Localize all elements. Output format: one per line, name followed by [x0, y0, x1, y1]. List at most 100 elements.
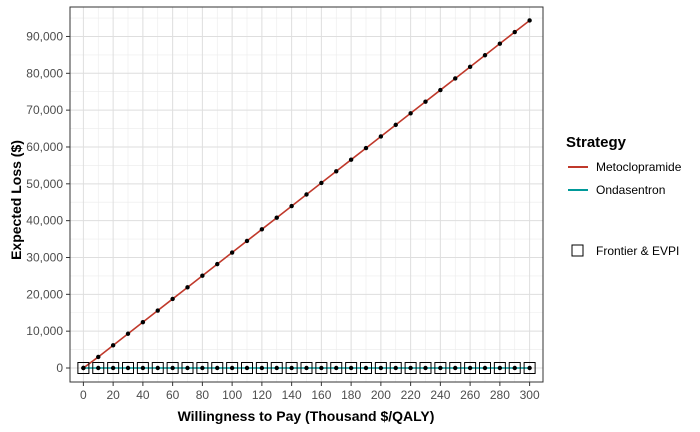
legend-label-ondasentron: Ondasentron	[596, 183, 665, 197]
data-point-ondasentron	[274, 365, 279, 371]
data-point-metoclopramide	[185, 285, 190, 290]
frontier-marker	[493, 362, 506, 375]
data-point-ondasentron	[81, 365, 86, 371]
data-point-metoclopramide	[334, 169, 339, 174]
x-tick-label: 140	[282, 388, 302, 402]
data-point-metoclopramide	[96, 354, 101, 360]
frontier-marker	[107, 362, 120, 375]
data-point-ondasentron	[110, 365, 116, 371]
y-tick-label: 60,000	[26, 140, 63, 154]
data-point-metoclopramide	[304, 192, 309, 197]
data-point-metoclopramide	[453, 76, 458, 81]
data-point-ondasentron	[378, 365, 384, 371]
x-tick-label: 200	[371, 388, 391, 402]
frontier-marker	[389, 362, 402, 375]
x-tick-label: 240	[430, 388, 450, 402]
data-point-metoclopramide	[512, 29, 517, 35]
y-tick-label: 50,000	[26, 177, 63, 191]
frontier-marker	[374, 362, 387, 375]
data-point-metoclopramide	[482, 53, 488, 58]
data-point-metoclopramide	[229, 250, 235, 255]
data-point-ondasentron	[348, 365, 354, 371]
y-axis: 0 10,000 20,000 30,000 40,000 50,000 60,000 70,…	[26, 29, 70, 375]
data-points	[81, 18, 532, 371]
data-point-ondasentron	[155, 365, 160, 371]
data-point-ondasentron	[482, 365, 488, 371]
data-point-ondasentron	[438, 365, 443, 371]
frontier-marker	[478, 362, 491, 375]
frontier-marker	[226, 362, 239, 375]
frontier-marker	[151, 362, 164, 375]
frontier-marker	[434, 362, 447, 375]
frontier-marker	[136, 362, 149, 375]
data-point-ondasentron	[453, 365, 458, 371]
x-tick-label: 0	[80, 388, 87, 402]
x-tick-label: 300	[520, 388, 540, 402]
frontier-marker	[315, 362, 328, 375]
frontier-marker	[464, 362, 477, 375]
x-tick-label: 220	[401, 388, 421, 402]
data-point-ondasentron	[229, 365, 235, 371]
y-tick-label: 20,000	[26, 287, 63, 301]
y-tick-label: 90,000	[26, 29, 63, 43]
frontier-marker	[211, 362, 224, 375]
frontier-marker	[523, 362, 536, 375]
data-point-ondasentron	[244, 365, 250, 371]
data-point-metoclopramide	[423, 99, 428, 104]
data-point-metoclopramide	[527, 18, 532, 23]
data-point-metoclopramide	[215, 261, 220, 267]
data-point-ondasentron	[259, 365, 265, 371]
x-tick-label: 260	[460, 388, 480, 402]
x-axis-title: Willingness to Pay (Thousand $/QALY)	[178, 408, 435, 424]
y-tick-label: 40,000	[26, 214, 63, 228]
data-point-metoclopramide	[393, 122, 398, 128]
data-point-ondasentron	[289, 365, 294, 371]
data-point-metoclopramide	[200, 273, 205, 278]
panel-border	[69, 6, 544, 383]
x-tick-label: 80	[196, 388, 210, 402]
data-point-metoclopramide	[378, 134, 384, 139]
data-point-ondasentron	[423, 365, 428, 371]
legend-label-metoclopramide: Metoclopramide	[596, 160, 682, 174]
legend-label-frontier: Frontier & EVPI	[596, 244, 679, 258]
frontier-marker	[255, 362, 268, 375]
data-point-metoclopramide	[319, 180, 324, 186]
y-tick-label: 70,000	[26, 103, 63, 117]
data-point-metoclopramide	[125, 331, 131, 336]
data-point-ondasentron	[215, 365, 220, 371]
x-tick-label: 100	[222, 388, 242, 402]
data-point-metoclopramide	[363, 145, 369, 151]
data-point-ondasentron	[334, 365, 339, 371]
frontier-marker	[419, 362, 432, 375]
data-point-ondasentron	[185, 365, 190, 371]
frontier-marker	[270, 362, 283, 375]
data-point-metoclopramide	[170, 296, 175, 302]
data-point-ondasentron	[200, 365, 205, 371]
frontier-marker	[77, 362, 90, 375]
frontier-marker	[166, 362, 179, 375]
data-point-ondasentron	[140, 365, 146, 371]
x-tick-label: 180	[341, 388, 361, 402]
data-point-metoclopramide	[438, 87, 443, 93]
data-point-ondasentron	[319, 365, 324, 371]
y-axis-title: Expected Loss ($)	[8, 140, 24, 260]
frontier-marker	[92, 362, 105, 375]
data-point-ondasentron	[408, 365, 413, 371]
y-tick-label: 10,000	[26, 324, 63, 338]
x-axis: 0 20 40 60 80 100 120 140 160 180 200 220 240 260 280 3…	[80, 382, 540, 402]
frontier-marker	[300, 362, 313, 375]
x-tick-label: 40	[136, 388, 150, 402]
data-point-metoclopramide	[467, 64, 473, 70]
data-point-ondasentron	[393, 365, 398, 371]
y-tick-label: 30,000	[26, 250, 63, 264]
legend-title: Strategy	[566, 134, 627, 151]
data-point-metoclopramide	[140, 319, 146, 325]
data-point-metoclopramide	[274, 215, 279, 220]
frontier-marker	[285, 362, 298, 375]
data-point-ondasentron	[304, 365, 309, 371]
data-point-ondasentron	[125, 365, 131, 371]
frontier-marker	[122, 362, 135, 375]
frontier-marker	[196, 362, 209, 375]
